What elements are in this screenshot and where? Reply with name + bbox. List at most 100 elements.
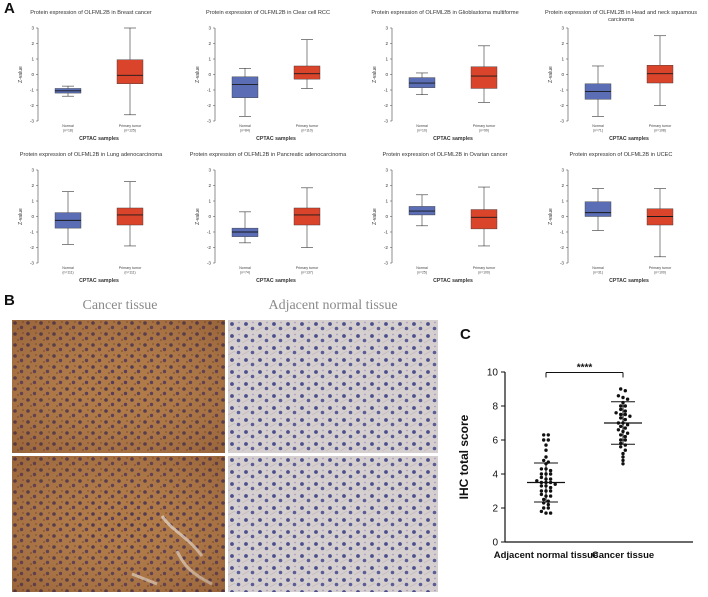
data-point [542,506,546,510]
data-point [619,412,623,417]
group-label: Primary tumor [119,266,142,270]
y-tick-label: -3 [207,119,212,124]
y-tick-label: -2 [560,245,565,250]
data-point [623,389,627,393]
group-n: (n=74) [240,271,250,275]
data-point [623,438,627,442]
group-n: (n=137) [301,271,313,275]
data-point [623,417,627,422]
data-point [621,395,625,400]
group-label: Primary tumor [649,266,672,270]
data-point [621,458,625,463]
data-point [616,394,621,398]
y-tick-label: -1 [30,88,35,93]
y-tick-label: 0 [385,214,388,219]
y-tick-label: -2 [560,103,565,108]
group-n: (n=110) [301,129,313,133]
data-point [623,448,627,452]
y-tick-label: -2 [384,245,389,250]
data-point [542,458,546,463]
y-tick-label: -1 [384,230,389,235]
data-point [619,404,623,408]
y-tick-label: -2 [384,103,389,108]
category-label: Cancer tissue [592,550,654,561]
panel-label-a: A [4,0,15,17]
significance-label: **** [577,363,593,374]
boxplot-panel: Protein expression of OLFML2B in UCEC 3 2 1… [538,150,703,290]
data-point [539,475,544,480]
boxplot-title: Protein expression of OLFML2B in UCEC [569,152,673,158]
group-label: Primary tumor [296,266,319,270]
x-axis-label: CPTAC samples [433,136,473,142]
boxplot-title: Protein expression of OLFML2B in Clear c… [205,10,331,16]
y-tick-label: -3 [30,119,35,124]
y-axis-label: Z-value [195,208,201,225]
data-point [546,506,550,510]
y-tick-label: 3 [31,168,34,173]
data-point [542,438,546,442]
data-point [548,494,553,498]
y-tick-label: -3 [30,261,35,266]
boxplot-svg: 3 2 1 0 -1 -2 -3 Z-value Normal(n=31) Primary tum… [548,168,674,284]
y-tick-label: -2 [30,103,35,108]
y-axis-label: Z-value [372,66,378,83]
data-point [621,455,625,459]
boxplot-panel: Protein expression of OLFML2B in Pancrea… [185,150,350,290]
y-tick-label: -1 [560,230,565,235]
data-point [544,448,548,452]
ihc-image-cancer-bottom [12,456,225,592]
y-tick-label: 0 [208,72,211,77]
data-point [625,423,630,427]
y-tick-label: -3 [384,119,389,124]
group-n: (n=25) [417,271,427,275]
group-n: (n=84) [240,129,250,133]
x-axis-label: CPTAC samples [79,136,119,142]
data-point [542,497,546,502]
group-n: (n=100) [478,271,490,275]
data-point [625,431,630,435]
y-tick-label: 2 [31,183,34,188]
group-label: Normal [592,266,604,270]
x-axis-label: CPTAC samples [79,278,119,284]
data-point [623,426,627,430]
ihc-image-normal-bottom [228,456,438,592]
y-tick-label: -1 [30,230,35,235]
data-point [621,462,625,466]
y-tick-label: -1 [207,230,212,235]
y-axis-label: Z-value [18,208,24,225]
ihc-header-cancer: Cancer tissue [82,298,158,313]
y-tick-label: -2 [30,245,35,250]
y-tick-label: -3 [560,261,565,266]
data-point [623,412,627,417]
y-tick-label: 2 [385,183,388,188]
panel-label-b: B [4,292,15,309]
data-point [616,428,621,432]
data-point [553,482,557,486]
data-point [548,489,553,493]
boxplot-title: Protein expression of OLFML2B in Head an… [544,10,698,23]
boxplot-panel: Protein expression of OLFML2B in Ovarian… [362,150,527,290]
y-tick-label: 3 [385,168,388,173]
group-label: Normal [416,124,428,128]
y-tick-label: 0 [561,214,564,219]
y-tick-label: 0 [208,214,211,219]
boxplot-title: Protein expression of OLFML2B in Pancrea… [189,152,347,158]
y-tick-label: 1 [31,199,34,204]
y-tick-label: 3 [561,168,564,173]
boxplot-title: Protein expression of OLFML2B in Ovarian… [382,152,508,158]
data-point [544,511,548,515]
boxplot-svg: 3 2 1 0 -1 -2 -3 Z-value Normal(n=18) Primary tum… [18,26,144,142]
box [584,201,612,217]
boxplot-panel: Protein expression of OLFML2B in Lung ad… [8,150,173,290]
data-point [539,467,544,471]
data-point [619,416,623,420]
boxplot-panel: Protein expression of OLFML2B in Clear c… [185,8,350,148]
group-n: (n=100) [654,271,666,275]
y-tick-label: 1 [385,199,388,204]
y-tick-label: -2 [207,245,212,250]
group-n: (n=111) [124,271,135,275]
box [293,65,321,80]
y-tick-label: -3 [560,119,565,124]
box [470,209,498,230]
